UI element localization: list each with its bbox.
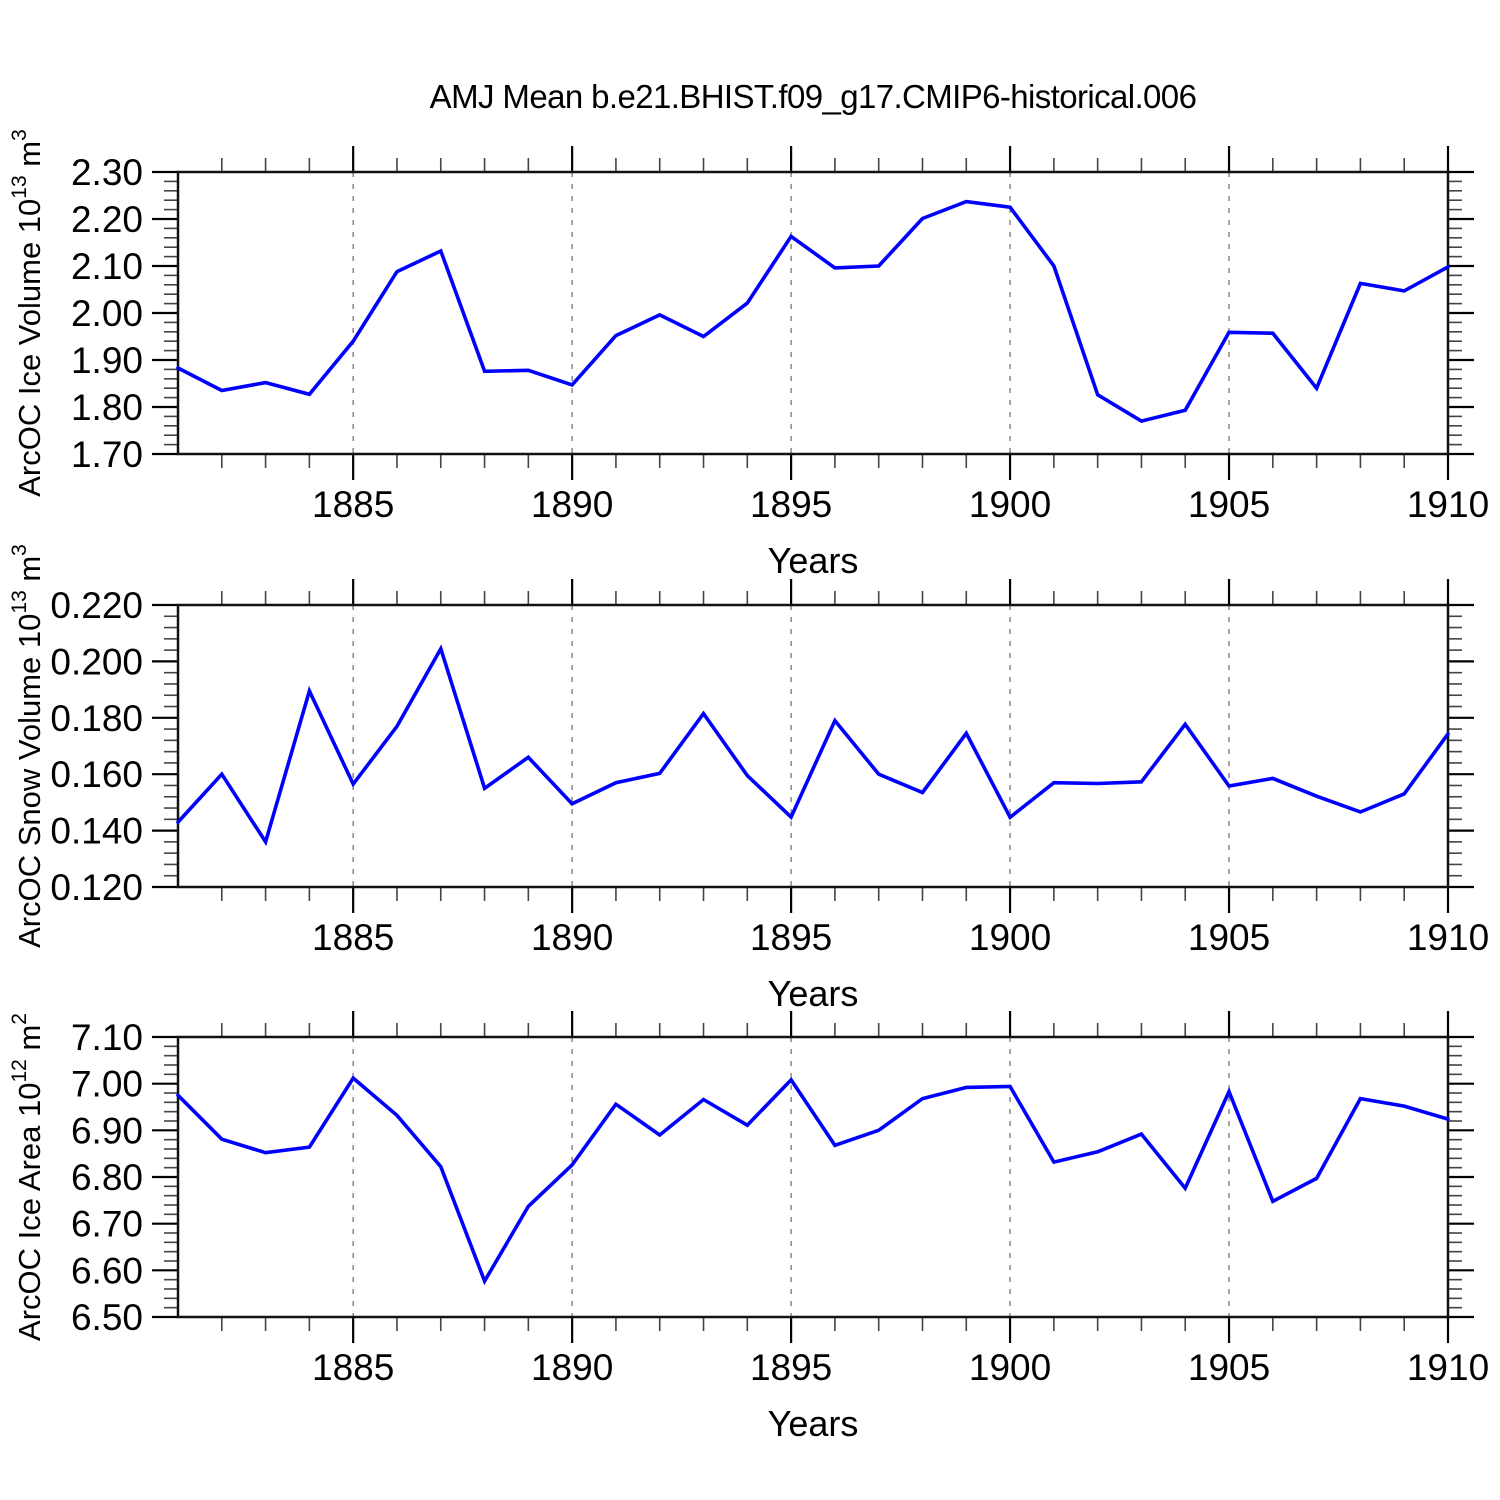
plot-box [176,170,1450,456]
x-tick-label: 1905 [1188,917,1270,958]
y-tick-label: 0.120 [50,867,143,908]
x-tick-label: 1890 [531,484,613,525]
y-tick-label: 7.00 [71,1064,143,1105]
x-tick-label: 1900 [969,1347,1051,1388]
x-tick-label: 1910 [1407,1347,1489,1388]
y-tick-label: 2.30 [71,152,143,193]
x-tick-label: 1895 [750,1347,832,1388]
x-tick-label: 1900 [969,917,1051,958]
y-tick-label: 0.180 [50,698,143,739]
x-tick-label: 1885 [312,917,394,958]
x-tick-label: 1905 [1188,484,1270,525]
x-tick-label: 1895 [750,917,832,958]
x-tick-label: 1885 [312,1347,394,1388]
arcoc-snow-volume-line [176,644,1450,847]
x-tick-label: 1910 [1407,917,1489,958]
y-tick-label: 6.80 [71,1157,143,1198]
x-axis-title: Years [768,540,859,581]
y-tick-label: 0.200 [50,641,143,682]
chart-root: 1885 1890 1895 1900 1905 1910 Years 1.70 1.80 1.9… [8,129,1489,1444]
x-tick-label: 1890 [531,1347,613,1388]
y-tick-label: 0.160 [50,754,143,795]
plot-box [176,1035,1450,1319]
y-tick-label: 6.50 [71,1297,143,1338]
x-tick-label: 1890 [531,917,613,958]
y-tick-label: 6.70 [71,1204,143,1245]
x-axis-title: Years [768,973,859,1014]
arcoc-ice-area-line [176,1075,1450,1286]
x-axis-title: Years [768,1403,859,1444]
x-tick-label: 1900 [969,484,1051,525]
chart-title: AMJ Mean b.e21.BHIST.f09_g17.CMIP6-histo… [430,78,1197,115]
y-axis-title: ArcOC Ice Area 1012 m2 [8,1013,47,1341]
y-tick-label: 1.70 [71,434,143,475]
y-tick-label: 6.60 [71,1250,143,1291]
panel-arcoc-ice-area: 1885 1890 1895 1900 1905 1910 Years 6.50 6.60 6.7… [8,1011,1489,1444]
y-axis-title: ArcOC Snow Volume 1013 m3 [8,544,47,948]
y-tick-label: 6.90 [71,1110,143,1151]
plot-box [176,603,1450,889]
panel-arcoc-snow-volume: 1885 1890 1895 1900 1905 1910 Years 0.120 0.140 0… [8,544,1489,1014]
x-tick-label: 1910 [1407,484,1489,525]
arcoc-ice-volume-line [176,199,1450,424]
x-tick-label: 1885 [312,484,394,525]
x-tick-label: 1895 [750,484,832,525]
y-tick-label: 0.220 [50,585,143,626]
y-tick-label: 2.00 [71,293,143,334]
y-axis-title: ArcOC Ice Volume 1013 m3 [8,129,47,497]
y-tick-label: 1.90 [71,340,143,381]
y-tick-label: 7.10 [71,1017,143,1058]
y-tick-label: 2.20 [71,199,143,240]
y-tick-label: 0.140 [50,811,143,852]
y-tick-label: 1.80 [71,387,143,428]
panel-arcoc-ice-volume: 1885 1890 1895 1900 1905 1910 Years 1.70 1.80 1.9… [8,129,1489,581]
x-tick-label: 1905 [1188,1347,1270,1388]
y-tick-label: 2.10 [71,246,143,287]
